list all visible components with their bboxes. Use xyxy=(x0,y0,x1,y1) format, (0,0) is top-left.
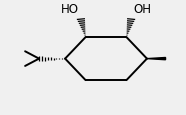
Polygon shape xyxy=(147,58,166,60)
Text: HO: HO xyxy=(61,3,79,15)
Text: OH: OH xyxy=(133,3,151,15)
